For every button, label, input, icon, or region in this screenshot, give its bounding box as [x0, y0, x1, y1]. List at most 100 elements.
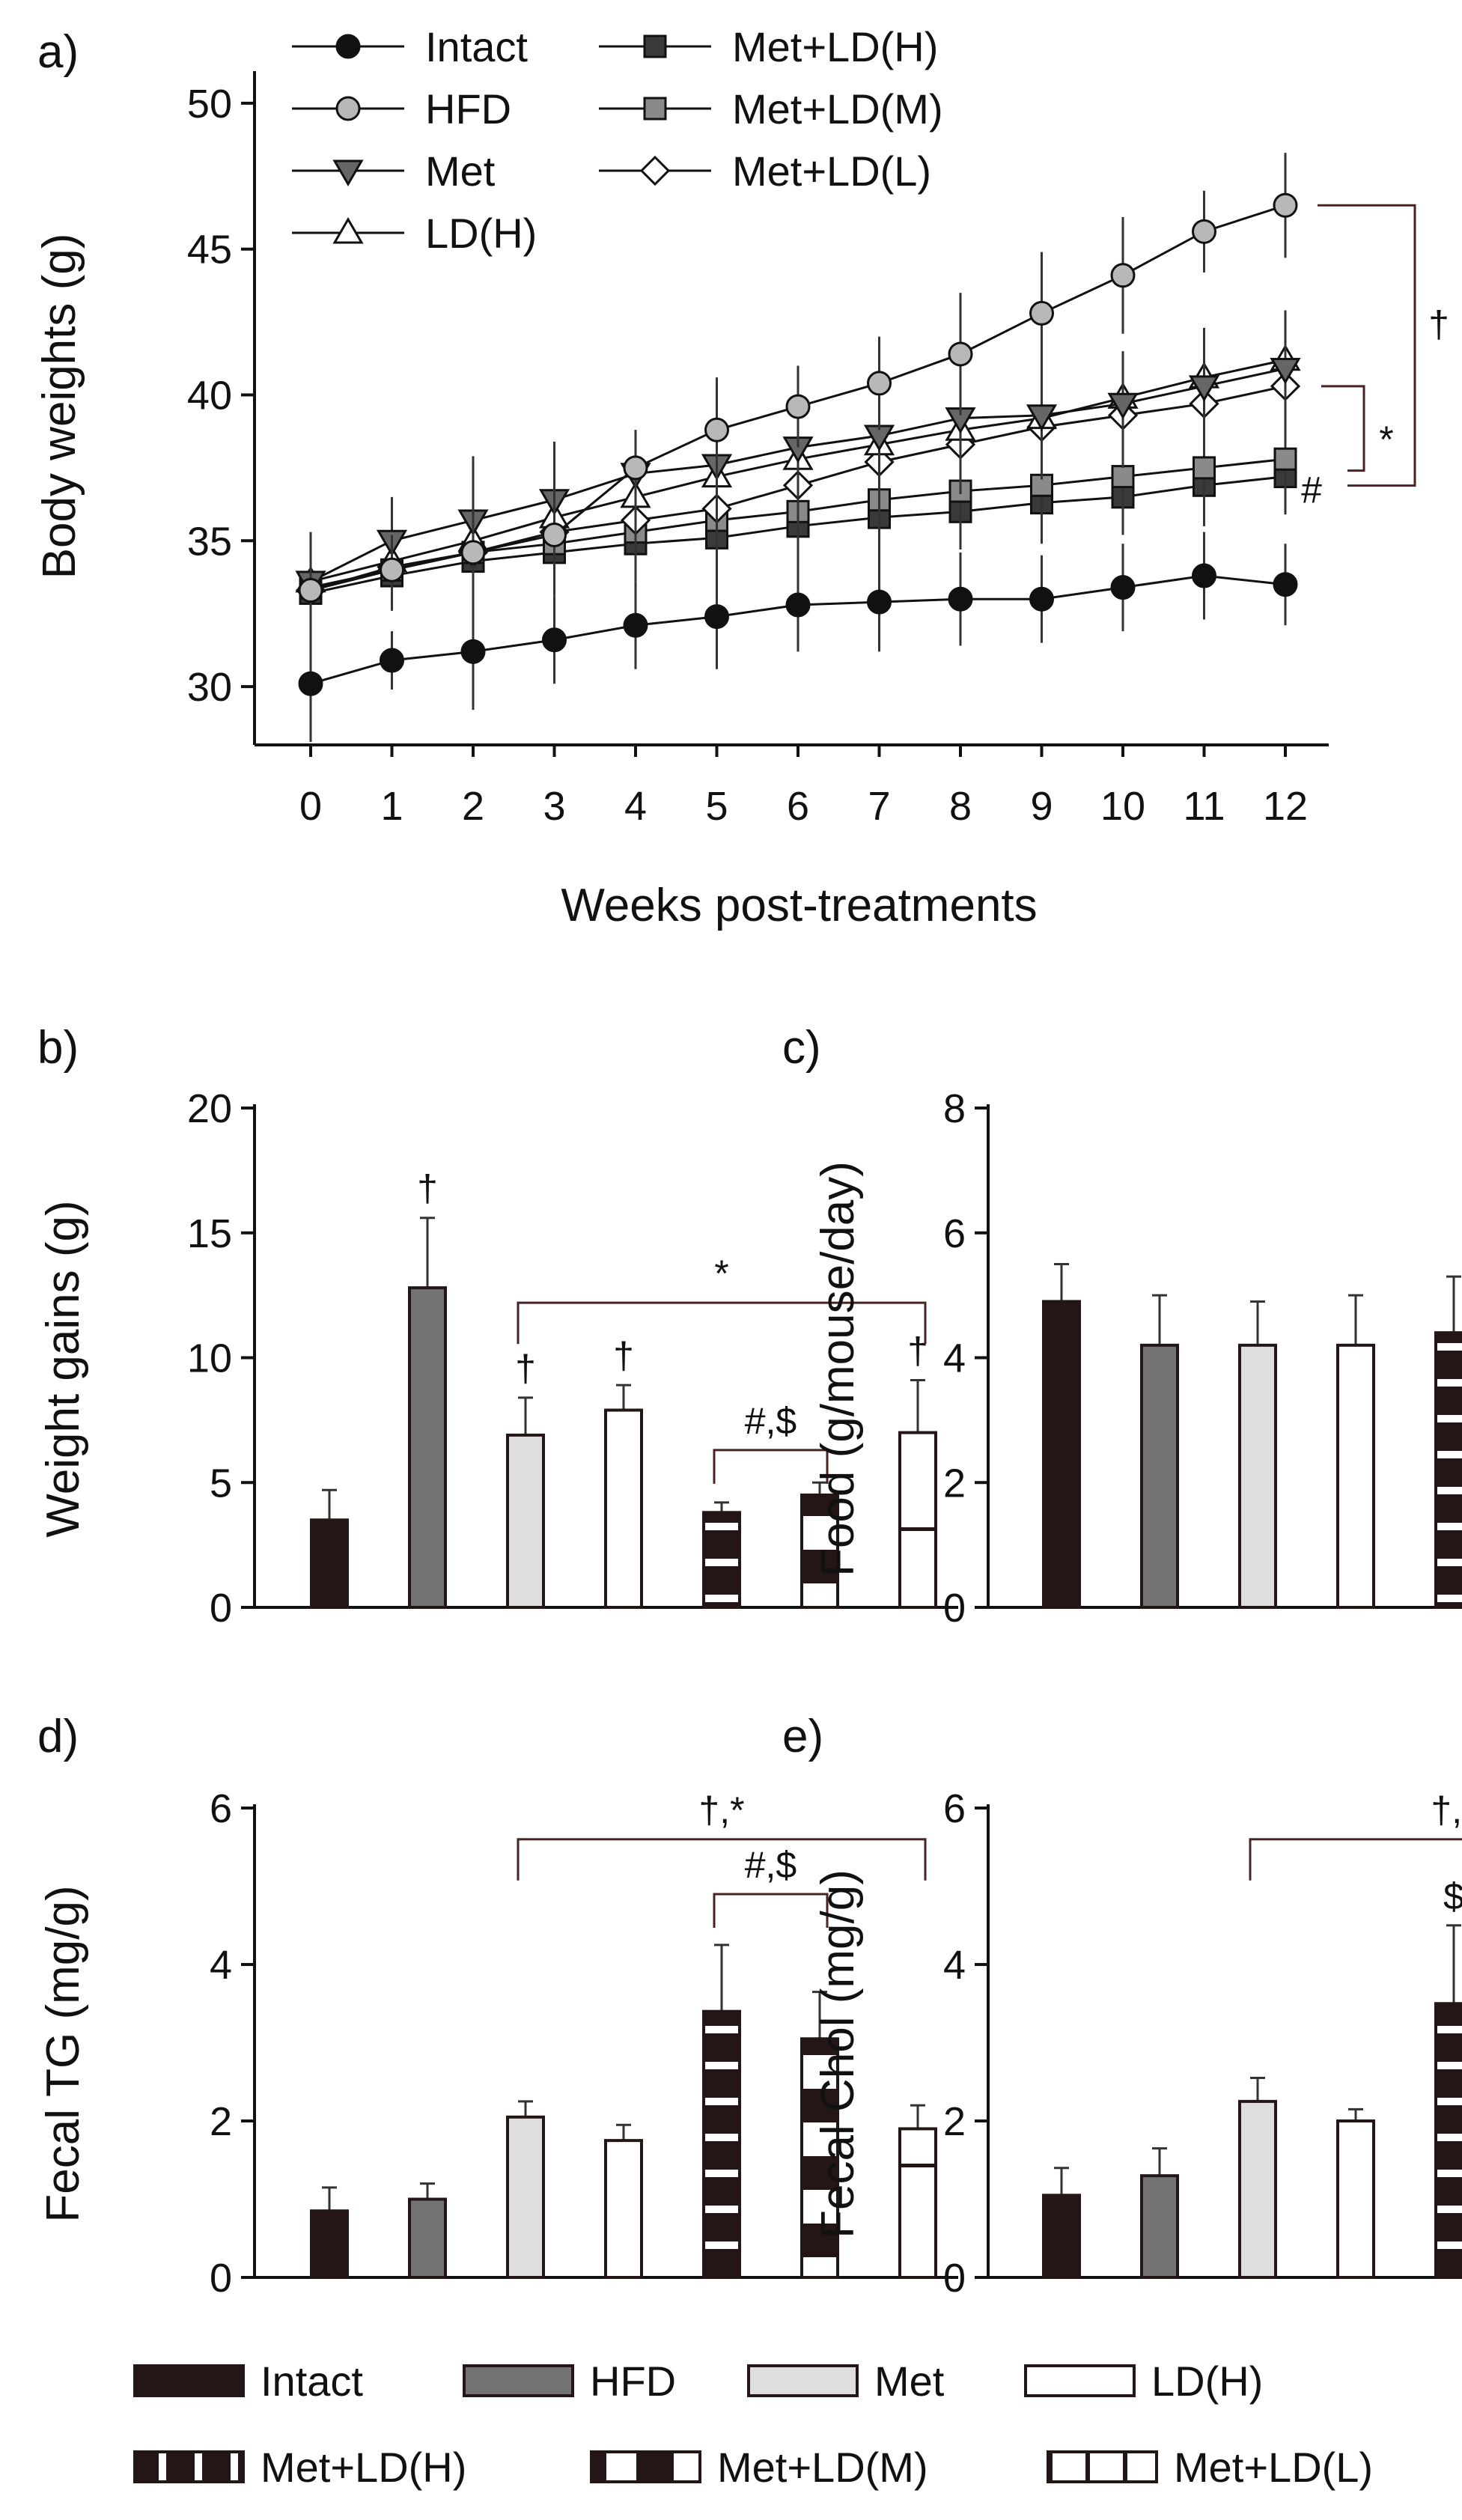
y-tick-label: 35	[187, 519, 232, 564]
bar-intact	[310, 2209, 349, 2280]
data-point	[1270, 357, 1301, 385]
bar-met-ld-m	[800, 2037, 839, 2279]
y-tick-label: 6	[943, 1786, 966, 1831]
data-point	[1192, 219, 1216, 244]
y-axis-label: Fecal Chol (mg/g)	[812, 1869, 864, 2239]
legend-label-met-ld-h: Met+LD(H)	[261, 2444, 466, 2491]
bar-met-ld-h	[1434, 1331, 1462, 1610]
legend-label: Met+LD(H)	[732, 23, 938, 70]
legend-label-met-ld-l: Met+LD(L)	[1174, 2444, 1373, 2491]
x-tick-label: 0	[299, 784, 322, 829]
data-point	[380, 648, 404, 673]
legend-marker	[332, 159, 364, 186]
y-tick-label: 0	[943, 2256, 966, 2301]
y-tick-label: 45	[187, 228, 232, 273]
data-point	[1029, 586, 1054, 612]
bar-met	[1238, 1343, 1277, 1609]
data-point	[380, 557, 404, 582]
x-tick-label: 7	[868, 784, 890, 829]
bar-met-ld-m	[800, 1493, 839, 1610]
data-point	[948, 341, 973, 367]
data-point	[1273, 447, 1297, 471]
bar-met	[506, 2115, 545, 2279]
legend-a: Intact HFD Met LD(H) Met+LD(H) Met+LD(M) Met+L…	[292, 23, 943, 257]
x-tick-label: 5	[705, 784, 728, 829]
data-point	[298, 671, 323, 696]
series-hfd	[298, 153, 1298, 634]
bar-hfd	[1140, 1343, 1179, 1609]
data-point	[704, 417, 729, 442]
legend-marker	[643, 34, 667, 58]
legend-swatch-ld-h	[1024, 2364, 1136, 2397]
panel-label-b: b)	[37, 1022, 79, 1074]
legend-marker	[639, 155, 671, 186]
x-tick-label: 4	[624, 784, 647, 829]
significance-bracket	[517, 1301, 927, 1345]
y-axis-label: Body weights (g)	[34, 234, 85, 579]
data-point	[623, 455, 648, 481]
bar-hfd	[408, 1286, 447, 1609]
panel-label-a: a)	[37, 26, 79, 78]
legend-label: Met+LD(L)	[732, 147, 931, 195]
bar-annotation: †	[613, 1335, 634, 1377]
data-point	[542, 627, 567, 653]
y-tick-label: 2	[943, 1461, 966, 1506]
y-tick-label: 15	[187, 1211, 232, 1256]
legend-label: HFD	[425, 85, 511, 133]
y-tick-label: 8	[943, 1086, 966, 1131]
y-tick-label: 4	[210, 1943, 232, 1988]
x-tick-label: 3	[543, 784, 565, 829]
legend-label-met-ld-m: Met+LD(M)	[717, 2444, 928, 2491]
bar-hfd	[1140, 2174, 1179, 2279]
y-tick-label: 4	[943, 1943, 966, 1988]
x-tick-label: 6	[787, 784, 809, 829]
bar-met	[1238, 2099, 1277, 2279]
x-axis-label: Weeks post-treatments	[561, 880, 1037, 931]
data-point	[1273, 192, 1298, 218]
y-tick-label: 0	[943, 1586, 966, 1631]
series-intact	[298, 532, 1298, 743]
data-point	[1188, 375, 1220, 402]
bar-ld-h	[604, 2139, 643, 2279]
y-tick-label: 4	[943, 1336, 966, 1381]
bar-met-ld-h	[702, 2009, 741, 2279]
y-tick-label: 50	[187, 82, 232, 127]
panel-d-chart: d) 0 2 4 6 Fecal TG (mg/g) †,*#,$	[37, 1711, 958, 2301]
legend-swatch-met	[747, 2364, 859, 2397]
data-point	[298, 578, 323, 603]
figure-legend: Intact HFD Met LD(H) Met+LD(H) Met+LD(M) Met+L…	[133, 2358, 1373, 2491]
bracket-label: †,*	[1431, 1789, 1462, 1831]
bracket-label: *	[714, 1253, 728, 1294]
bar-annotation: $	[1443, 1875, 1462, 1917]
y-axis-label: Fecal TG (mg/g)	[37, 1885, 89, 2222]
legend-label: LD(H)	[425, 210, 537, 257]
data-point	[1026, 404, 1058, 431]
y-tick-label: 0	[210, 2256, 232, 2301]
data-point	[785, 394, 811, 419]
data-point	[623, 612, 648, 638]
legend-label: Intact	[425, 23, 528, 70]
significance-bracket	[713, 1449, 829, 1484]
y-tick-label: 6	[210, 1786, 232, 1831]
panel-label-e: e)	[782, 1711, 823, 1762]
y-axis-label: Food (g/mouse/day)	[812, 1161, 864, 1577]
bracket-label: #,$	[745, 1400, 797, 1442]
y-tick-label: 6	[943, 1211, 966, 1256]
y-tick-label: 40	[187, 374, 232, 419]
legend-marker	[335, 34, 361, 59]
legend-marker	[335, 96, 361, 121]
legend-marker	[643, 97, 667, 121]
bar-met-ld-h	[1434, 2002, 1462, 2279]
data-point	[1029, 300, 1054, 326]
y-tick-label: 2	[210, 2099, 232, 2144]
annotation-dagger: †	[1428, 303, 1449, 345]
data-point	[460, 540, 486, 565]
data-point	[1110, 575, 1136, 600]
y-tick-label: 0	[210, 1586, 232, 1631]
data-point	[1192, 563, 1216, 588]
data-point	[1107, 392, 1139, 420]
data-point	[1111, 465, 1135, 489]
significance-bracket	[1249, 1838, 1462, 1881]
bar-ld-h	[1336, 2119, 1375, 2279]
data-point	[948, 586, 973, 612]
